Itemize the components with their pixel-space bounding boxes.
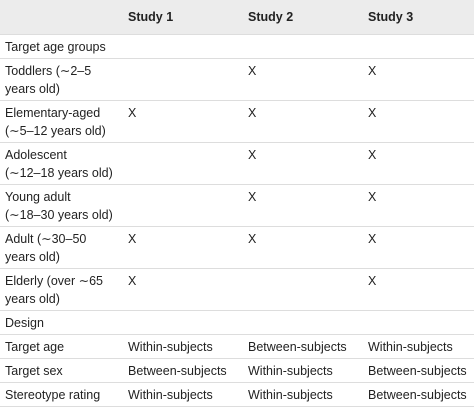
cell: X xyxy=(363,142,474,185)
cell xyxy=(123,58,243,101)
row-label-line: Stereotype rating xyxy=(5,388,101,402)
column-header: Study 3 xyxy=(363,0,474,35)
cell: Between-subjects xyxy=(363,382,474,407)
cell: X xyxy=(363,184,474,227)
row-label-line: Design xyxy=(5,316,44,330)
row-label-line: Target age xyxy=(5,340,65,354)
row-label-line: Adult (∼30–50 xyxy=(5,232,87,246)
row-label: Stereotype rating xyxy=(0,382,123,407)
cell: X xyxy=(123,268,243,311)
table-row: Target age Within-subjects Between-subject… xyxy=(0,334,474,359)
row-label: Adult (∼30–50 years old) xyxy=(0,226,123,269)
table-row: Adolescent (∼12–18 years old) X X xyxy=(0,142,474,185)
cell xyxy=(243,34,363,59)
cell: Within-subjects xyxy=(243,382,363,407)
cell xyxy=(243,310,363,335)
row-label-line: Young adult xyxy=(5,190,71,204)
cell xyxy=(123,34,243,59)
table-row: Elementary-aged (∼5–12 years old) X X X xyxy=(0,100,474,143)
row-label: Target sex xyxy=(0,358,123,383)
row-label-line: Elementary-aged xyxy=(5,106,101,120)
cell: X xyxy=(123,100,243,143)
cell: X xyxy=(243,58,363,101)
header-row: Study 1 Study 2 Study 3 xyxy=(0,0,474,35)
cell: Between-subjects xyxy=(363,358,474,383)
row-label-line: years old) xyxy=(5,250,60,264)
row-label-line: years old) xyxy=(5,82,60,96)
row-label-line: (∼12–18 years old) xyxy=(5,166,113,180)
cell xyxy=(123,184,243,227)
cell: Within-subjects xyxy=(363,334,474,359)
cell: Between-subjects xyxy=(123,358,243,383)
cell: X xyxy=(363,226,474,269)
row-label: Toddlers (∼2–5 years old) xyxy=(0,58,123,101)
table-row: Design xyxy=(0,310,474,335)
cell xyxy=(243,268,363,311)
cell: Within-subjects xyxy=(123,382,243,407)
cell: X xyxy=(363,268,474,311)
cell: X xyxy=(363,58,474,101)
row-label-line: Target sex xyxy=(5,364,63,378)
corner xyxy=(0,0,123,35)
cell: Within-subjects xyxy=(123,334,243,359)
row-label: Target age xyxy=(0,334,123,359)
row-label-line: Elderly (over ∼65 xyxy=(5,274,104,288)
column-header: Study 2 xyxy=(243,0,363,35)
cell: X xyxy=(123,226,243,269)
row-label-line: (∼5–12 years old) xyxy=(5,124,106,138)
cell xyxy=(363,34,474,59)
row-label-line: Target age groups xyxy=(5,40,106,54)
table-row: Stereotype rating Within-subjects Within-s… xyxy=(0,382,474,407)
table-row: Target sex Between-subjects Within-subject… xyxy=(0,358,474,383)
column-header: Study 1 xyxy=(123,0,243,35)
table-row: Target age groups xyxy=(0,34,474,59)
row-label: Target age groups xyxy=(0,34,123,59)
cell xyxy=(123,142,243,185)
cell: X xyxy=(363,100,474,143)
cell: Within-subjects xyxy=(243,358,363,383)
row-label: Design xyxy=(0,310,123,335)
row-label-line: years old) xyxy=(5,292,60,306)
row-label: Adolescent (∼12–18 years old) xyxy=(0,142,123,185)
table-row: Adult (∼30–50 years old) X X X xyxy=(0,226,474,269)
cell xyxy=(123,310,243,335)
row-label-line: Toddlers (∼2–5 xyxy=(5,64,92,78)
table-row: Toddlers (∼2–5 years old) X X xyxy=(0,58,474,101)
cell: X xyxy=(243,184,363,227)
cell xyxy=(363,310,474,335)
row-label-line: (∼18–30 years old) xyxy=(5,208,113,222)
cell: X xyxy=(243,142,363,185)
cell: Between-subjects xyxy=(243,334,363,359)
row-label: Young adult (∼18–30 years old) xyxy=(0,184,123,227)
cell: X xyxy=(243,226,363,269)
table-row: Young adult (∼18–30 years old) X X xyxy=(0,184,474,227)
row-label: Elementary-aged (∼5–12 years old) xyxy=(0,100,123,143)
table-row: Elderly (over ∼65 years old) X X xyxy=(0,268,474,311)
row-label-line: Adolescent xyxy=(5,148,67,162)
cell: X xyxy=(243,100,363,143)
row-label: Elderly (over ∼65 years old) xyxy=(0,268,123,311)
